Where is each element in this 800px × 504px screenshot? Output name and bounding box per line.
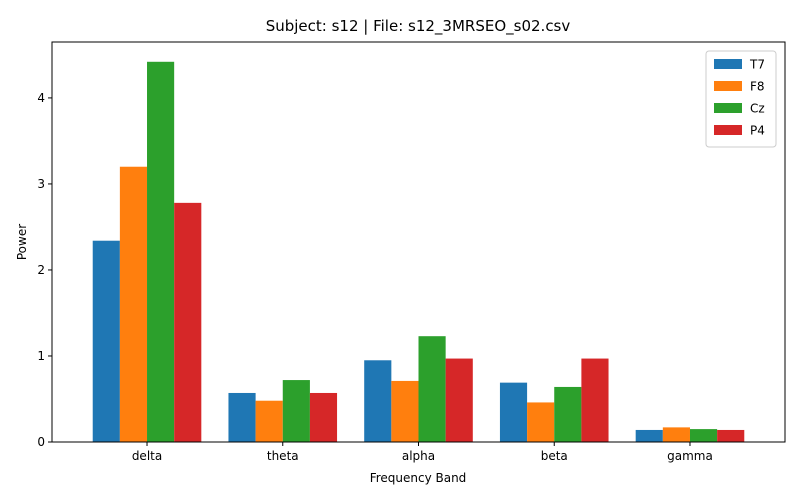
y-tick-label-2: 2: [37, 263, 45, 277]
x-tick-label-gamma: gamma: [667, 449, 713, 463]
bar-t7-alpha: [364, 360, 392, 442]
x-axis-label: Frequency Band: [370, 471, 467, 485]
axes-layer: delta theta alpha beta gamma 0 1 2 3 4: [37, 41, 786, 463]
bar-cz-beta: [554, 386, 582, 442]
bar-p4-gamma: [717, 429, 745, 442]
legend-swatch-f8: [714, 81, 742, 91]
bar-t7-beta: [499, 382, 528, 442]
y-tick-label-4: 4: [37, 91, 45, 105]
x-tick-label-alpha: alpha: [402, 449, 435, 463]
legend-swatch-t7: [714, 59, 742, 69]
bar-cz-theta: [282, 380, 310, 442]
bar-p4-beta: [581, 358, 609, 442]
bar-f8-alpha: [391, 380, 419, 442]
chart-title: Subject: s12 | File: s12_3MRSEO_s02.csv: [266, 17, 571, 36]
legend-box: [705, 50, 777, 148]
plot-frame: [51, 41, 786, 443]
bars-layer: [92, 61, 745, 443]
bar-p4-alpha: [445, 358, 473, 442]
bar-f8-beta: [527, 402, 555, 442]
x-tick-label-theta: theta: [267, 449, 299, 463]
bar-f8-delta: [119, 166, 148, 442]
legend: T7 F8 Cz P4: [705, 50, 777, 148]
bar-p4-theta: [309, 392, 338, 442]
y-tick-label-3: 3: [37, 177, 45, 191]
bar-cz-gamma: [689, 429, 718, 442]
x-tick-label-beta: beta: [541, 449, 568, 463]
legend-label-p4: P4: [750, 124, 765, 138]
legend-label-f8: F8: [750, 80, 765, 94]
bar-t7-delta: [92, 240, 120, 442]
legend-label-cz: Cz: [750, 102, 765, 116]
bar-t7-gamma: [635, 429, 663, 442]
bar-cz-alpha: [418, 336, 446, 442]
legend-label-t7: T7: [749, 58, 765, 72]
y-tick-label-0: 0: [37, 435, 45, 449]
x-tick-label-delta: delta: [132, 449, 162, 463]
bar-p4-delta: [174, 202, 202, 442]
bar-f8-gamma: [662, 427, 690, 442]
legend-swatch-cz: [714, 103, 742, 113]
y-tick-label-1: 1: [37, 349, 45, 363]
bar-cz-delta: [147, 61, 175, 443]
y-axis-label: Power: [15, 224, 29, 260]
legend-swatch-p4: [714, 125, 742, 135]
bar-f8-theta: [255, 400, 283, 442]
bar-t7-theta: [228, 392, 256, 442]
